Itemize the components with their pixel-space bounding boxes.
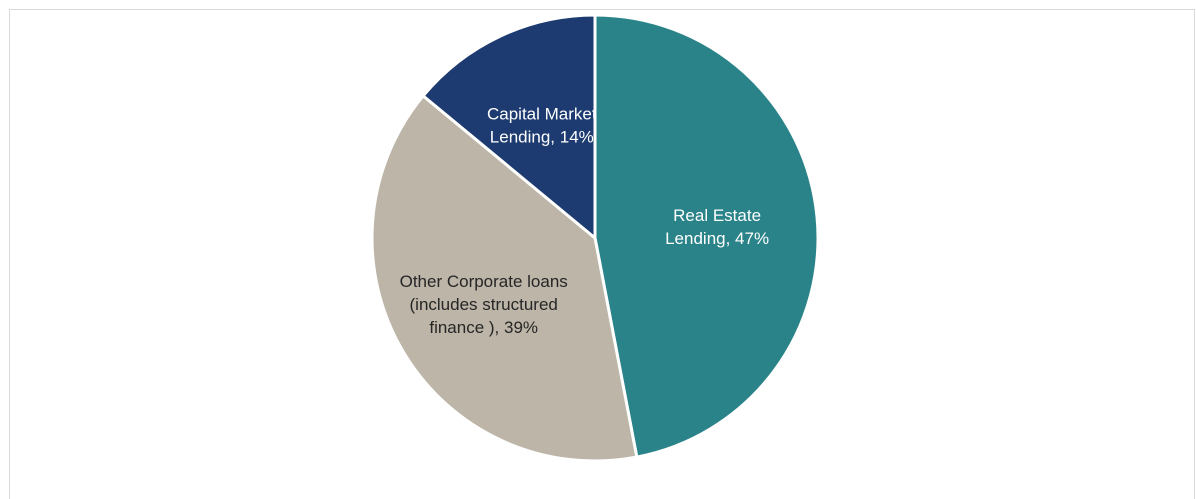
pie-slices [370,13,820,463]
data-label-capital-market-lending: Capital Market Lending, 14% [487,105,597,147]
data-label-line: (includes structured [410,295,558,314]
data-label-line: finance ), 39% [429,318,538,337]
pie-slice-capital-market-lending [421,13,597,240]
data-label-line: Real Estate [673,206,761,225]
data-label-real-estate-lending: Real Estate Lending, 47% [665,206,769,248]
data-label-line: Capital Market [487,105,597,124]
data-label-line: Lending, 47% [665,229,769,248]
pie-slice-other-corporate-loans-includes-structured-finance [370,94,639,463]
pie-slice-real-estate-lending [593,13,820,459]
data-label-other-corporate-loans-includes-structured-finance: Other Corporate loans (includes structure… [400,272,568,337]
data-label-line: Lending, 14% [490,128,594,147]
data-label-line: Other Corporate loans [400,272,568,291]
pie-labels: Real Estate Lending, 47% Other Corporate l… [400,105,769,337]
